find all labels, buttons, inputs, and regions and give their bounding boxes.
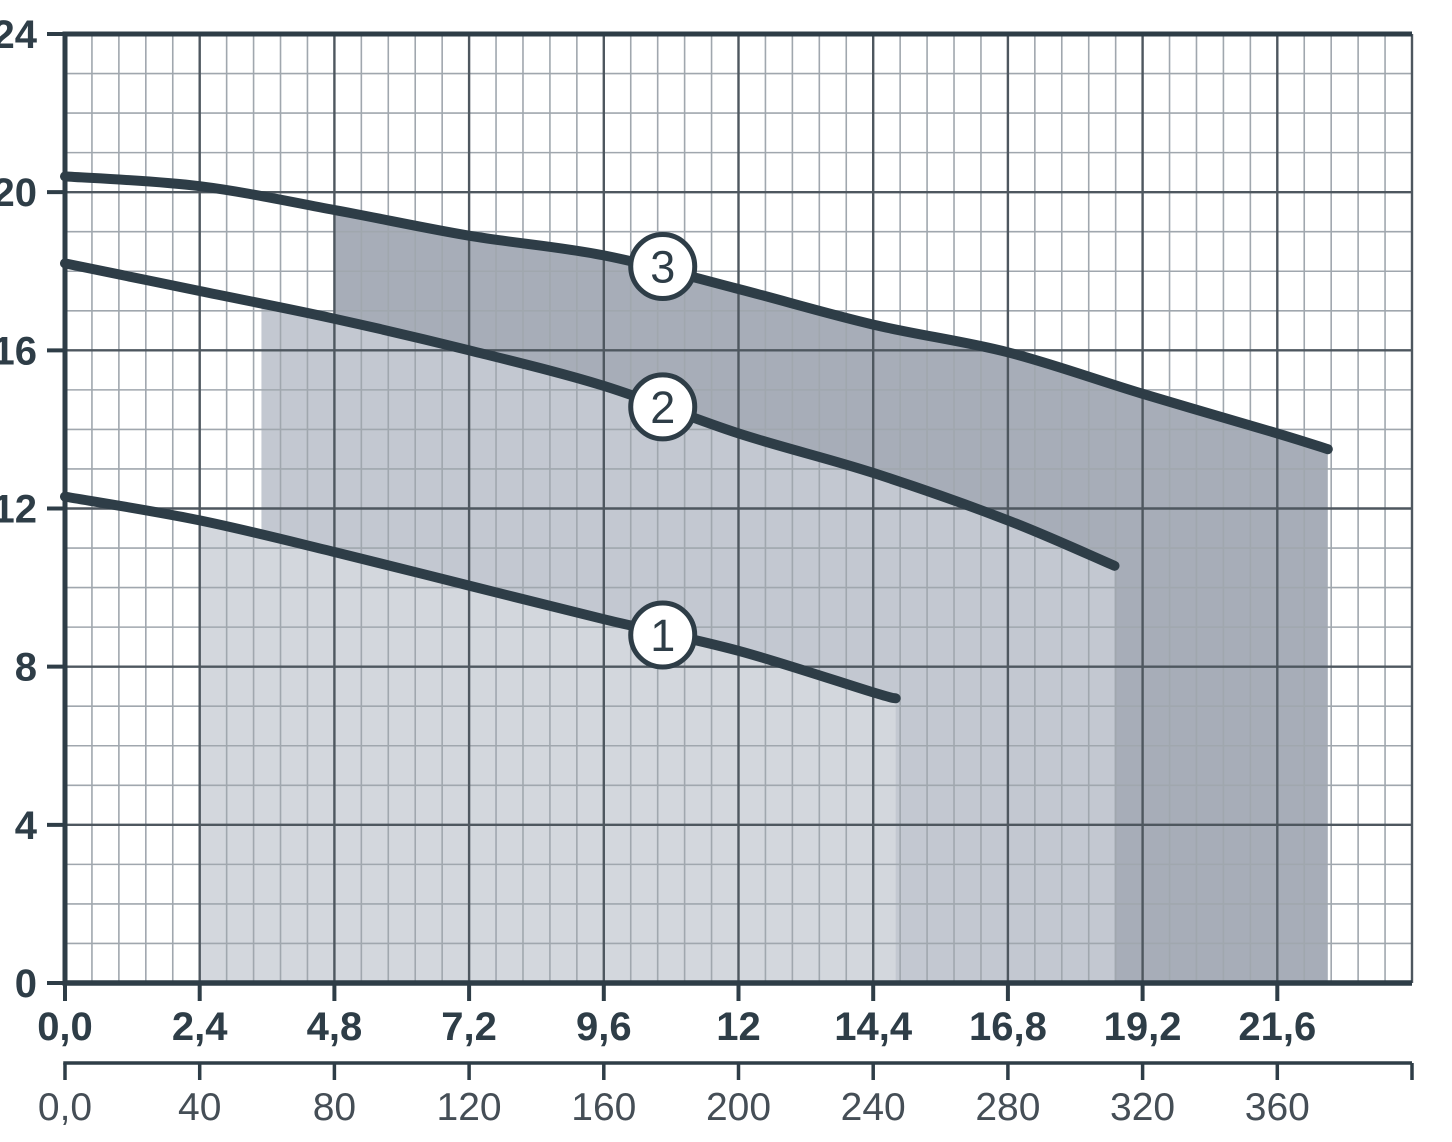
x-axis-tick-label: 12 bbox=[716, 1005, 761, 1049]
curve-label-number-2: 2 bbox=[650, 382, 675, 433]
x-axis-tick-label: 4,8 bbox=[307, 1005, 363, 1049]
duty-band-1 bbox=[199, 520, 896, 983]
grid-major bbox=[65, 34, 1412, 983]
secondary-x-axis-tick-label: 0,0 bbox=[38, 1086, 92, 1129]
x-axis-tick-label: 0,0 bbox=[37, 1005, 93, 1049]
secondary-x-axis-tick-label: 160 bbox=[571, 1086, 636, 1129]
secondary-x-axis-tick-label: 320 bbox=[1110, 1086, 1175, 1129]
secondary-x-axis-tick-label: 80 bbox=[313, 1086, 356, 1129]
secondary-x-axis-tick-label: 280 bbox=[975, 1086, 1040, 1129]
curve-1 bbox=[60, 491, 901, 704]
secondary-x-axis: 0,0 40 80 120 160 200 240 280 320 360 bbox=[38, 1061, 1414, 1129]
curve-label-circle-1 bbox=[628, 600, 698, 670]
x-axis-tick-label: 14,4 bbox=[834, 1005, 913, 1049]
y-axis-tick-label: 12 bbox=[0, 488, 37, 532]
curve-label-number-3: 3 bbox=[650, 242, 675, 293]
curve-labels: 3 2 1 bbox=[628, 232, 698, 670]
x-axis-tick-label: 21,6 bbox=[1238, 1005, 1316, 1049]
y-axis-tick-label: 0 bbox=[15, 962, 37, 1006]
secondary-x-axis-tick-label: 240 bbox=[841, 1086, 906, 1129]
curve-label-circle-3 bbox=[628, 232, 698, 302]
x-axis-tick-label: 19,2 bbox=[1104, 1005, 1182, 1049]
x-axis-labels: 0,0 2,4 4,8 7,2 9,6 12 14,4 16,8 19,2 21,6 bbox=[37, 1005, 1316, 1049]
secondary-x-axis-tick-label: 200 bbox=[706, 1086, 771, 1129]
curve-label-number-1: 1 bbox=[650, 610, 675, 661]
x-axis-tick-label: 16,8 bbox=[969, 1005, 1047, 1049]
y-axis-tick-label: 4 bbox=[15, 804, 38, 848]
x-axis-tick-label: 2,4 bbox=[172, 1005, 228, 1049]
y-axis-tick-label: 20 bbox=[0, 171, 37, 215]
y-axis-tick-label: 24 bbox=[0, 13, 38, 57]
y-axis-tick-label: 16 bbox=[0, 329, 37, 373]
performance-curves bbox=[60, 171, 1333, 704]
x-axis-tick-label: 7,2 bbox=[441, 1005, 497, 1049]
secondary-x-axis-tick-label: 120 bbox=[437, 1086, 502, 1129]
curve-3 bbox=[60, 171, 1333, 455]
y-axis-tick-label: 8 bbox=[15, 646, 37, 690]
y-axis-labels: 0 4 8 12 16 20 24 bbox=[0, 13, 38, 1006]
curve-2 bbox=[60, 258, 1120, 571]
x-axis-tick-label: 9,6 bbox=[576, 1005, 632, 1049]
secondary-x-axis-tick-label: 360 bbox=[1245, 1086, 1310, 1129]
curve-label-circle-2 bbox=[628, 372, 698, 442]
secondary-x-axis-tick-label: 40 bbox=[178, 1086, 221, 1129]
axis-ticks bbox=[47, 32, 1280, 1001]
